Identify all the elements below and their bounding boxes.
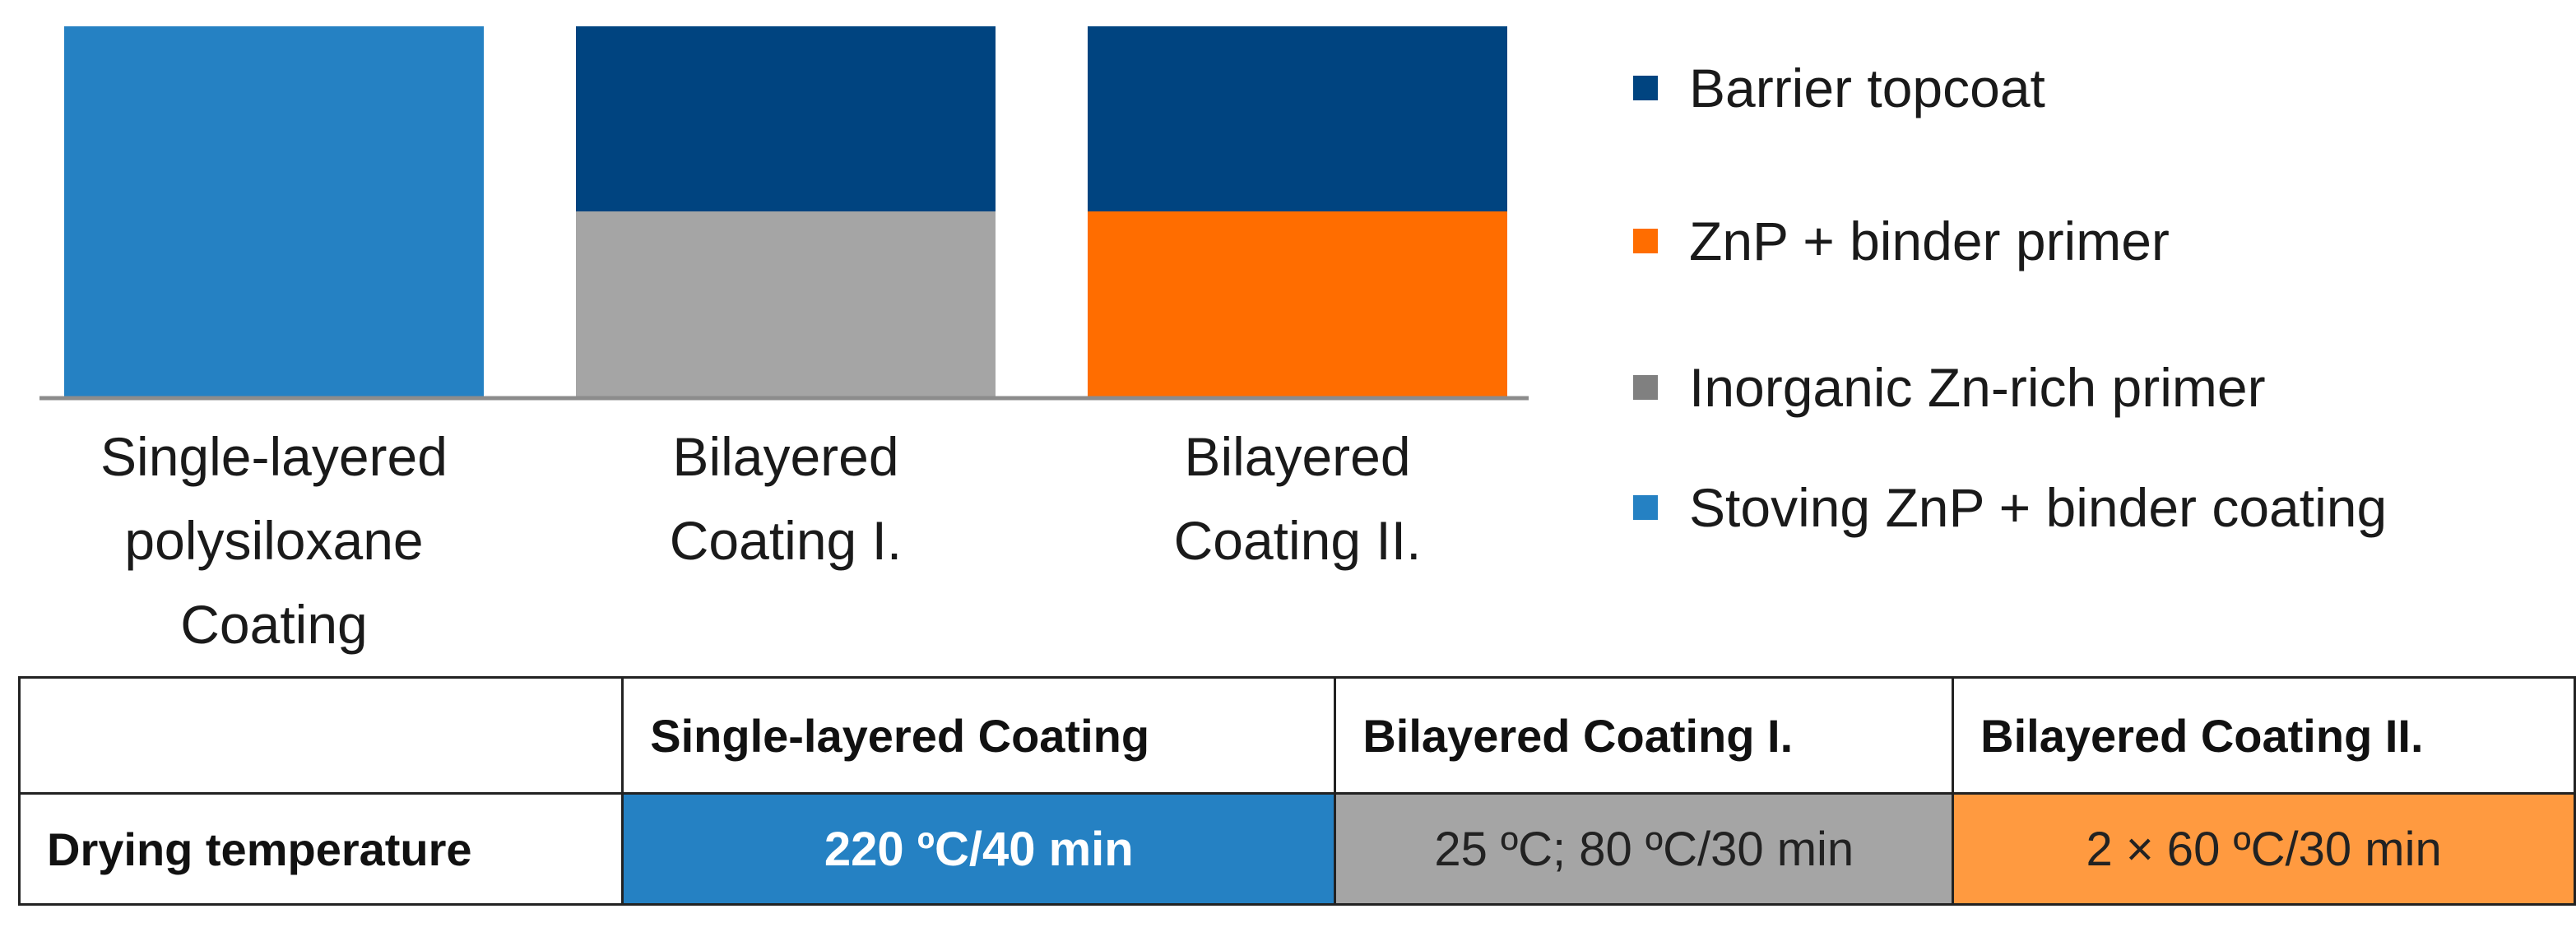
category-label: Bilayered Coating I. [555, 415, 1016, 582]
category-label-line: Coating II. [1173, 510, 1422, 571]
table-header-empty [17, 676, 624, 795]
table-row: Drying temperature 220 ºC/40 min 25 ºC; … [17, 792, 2576, 906]
legend-label: Inorganic Zn-rich primer [1689, 357, 2266, 418]
cell-bilayered-2: 2 × 60 ºC/30 min [1952, 792, 2576, 906]
legend-swatch [1633, 375, 1658, 400]
legend-label: ZnP + binder primer [1689, 211, 2170, 271]
row-label-drying-temperature: Drying temperature [17, 792, 624, 906]
category-label-line: Bilayered [672, 426, 899, 487]
category-label-line: Bilayered [1184, 426, 1411, 487]
bar-segment-barrier-topcoat-cat-3 [1088, 26, 1507, 211]
legend-label: Barrier topcoat [1689, 58, 2045, 118]
category-label: Single-layered polysiloxane Coating [44, 415, 504, 666]
drying-temperature-table: Single-layered Coating Bilayered Coating… [17, 676, 2576, 906]
bar-segment-stoving-znp-binder-coating-cat-1 [64, 26, 484, 396]
cell-single-layered: 220 ºC/40 min [621, 792, 1337, 906]
bar-segment-inorganic-zn-rich-primer-cat-2 [576, 211, 996, 396]
legend-label: Stoving ZnP + binder coating [1689, 477, 2388, 538]
table-header-bilayered-1: Bilayered Coating I. [1334, 676, 1955, 795]
category-label-line: Coating [180, 594, 368, 655]
table-header-row: Single-layered Coating Bilayered Coating… [17, 676, 2576, 795]
table-header-bilayered-2: Bilayered Coating II. [1952, 676, 2576, 795]
table-header-single-layered: Single-layered Coating [621, 676, 1337, 795]
bar-segment-barrier-topcoat-cat-2 [576, 26, 996, 211]
legend-item-stoving-znp-binder-coating: Stoving ZnP + binder coating [1633, 471, 2387, 545]
legend-item-barrier-topcoat: Barrier topcoat [1633, 51, 2045, 125]
stacked-bar-chart [39, 26, 1529, 401]
category-label-line: polysiloxane [124, 510, 424, 571]
legend-swatch [1633, 495, 1658, 520]
cell-bilayered-1: 25 ºC; 80 ºC/30 min [1334, 792, 1955, 906]
bar-segment-znp-binder-primer-cat-3 [1088, 211, 1507, 396]
legend-swatch [1633, 76, 1658, 100]
category-label: Bilayered Coating II. [1067, 415, 1528, 582]
legend-swatch [1633, 229, 1658, 253]
legend-item-znp-binder-primer: ZnP + binder primer [1633, 204, 2170, 278]
category-label-line: Coating I. [669, 510, 903, 571]
legend-item-inorganic-zn-rich-primer: Inorganic Zn-rich primer [1633, 350, 2266, 424]
category-label-line: Single-layered [100, 426, 448, 487]
